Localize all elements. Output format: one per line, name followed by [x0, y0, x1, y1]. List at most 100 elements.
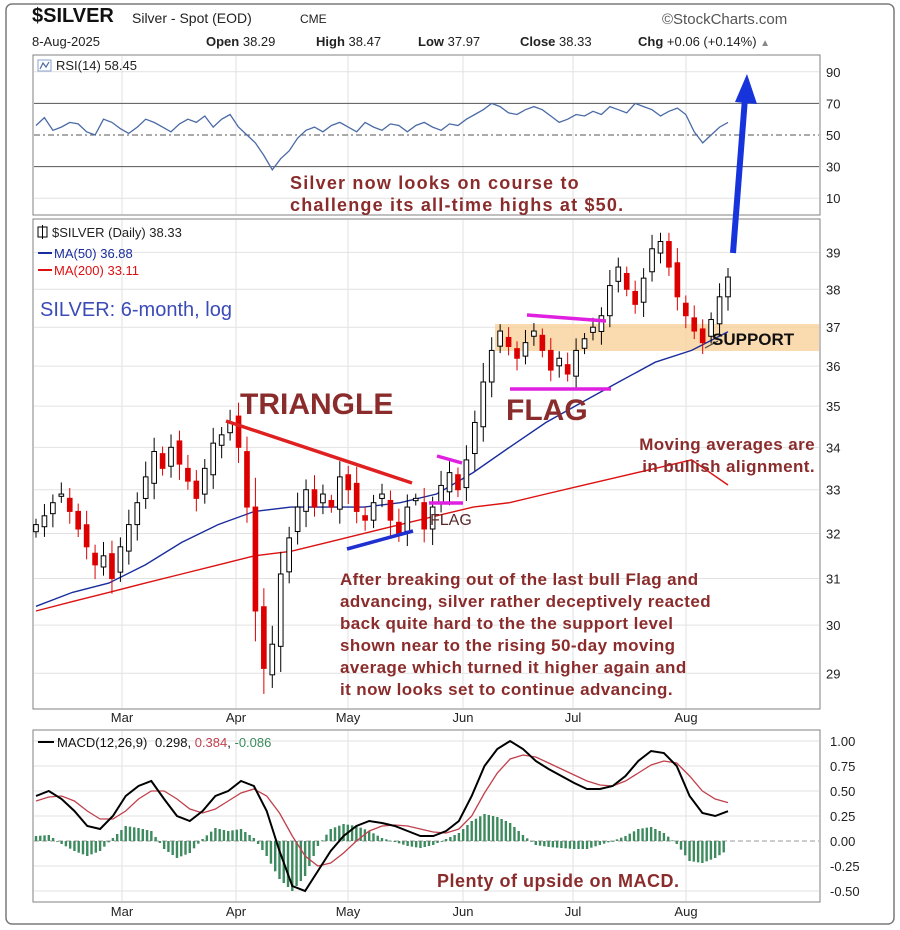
- histogram-bar: [320, 840, 324, 842]
- signal-legend-value: 0.384: [195, 735, 228, 750]
- histogram-bar: [440, 841, 444, 842]
- histogram-bar: [380, 838, 384, 841]
- histogram-bar: [342, 824, 345, 841]
- histogram-bar: [397, 841, 401, 844]
- histogram-bar: [504, 821, 508, 841]
- histogram-bar: [461, 829, 465, 841]
- histogram-bar: [414, 841, 418, 848]
- candle: [615, 266, 622, 282]
- histogram-bar: [286, 841, 290, 887]
- month-label: Apr: [226, 904, 247, 919]
- histogram-bar: [107, 841, 110, 843]
- histogram-bar: [256, 841, 260, 844]
- histogram-bar: [526, 838, 529, 841]
- histogram-bar: [555, 841, 559, 848]
- macd-line: [35, 739, 729, 893]
- histogram-bar: [521, 835, 525, 841]
- histogram-bar: [402, 841, 405, 845]
- candle: [50, 502, 56, 515]
- histogram-bar: [115, 834, 119, 841]
- quote-change: Chg +0.06 (+0.14%) ▲: [638, 34, 770, 49]
- histogram-bar: [214, 828, 217, 841]
- histogram-bar: [491, 816, 495, 841]
- candle: [573, 349, 579, 377]
- candle: [497, 330, 503, 347]
- histogram-bar: [432, 841, 435, 845]
- candle: [193, 480, 200, 499]
- histogram-bar: [406, 841, 409, 846]
- candle: [336, 476, 343, 510]
- histogram-bar: [235, 829, 238, 841]
- histogram-bar: [590, 841, 593, 848]
- histogram-bar: [252, 838, 256, 841]
- candle: [412, 497, 419, 502]
- histogram-bar: [227, 831, 230, 841]
- histogram-bar: [261, 841, 264, 850]
- macd-annotation: Plenty of upside on MACD.: [437, 871, 680, 891]
- histogram-bar: [231, 830, 234, 841]
- histogram-bar: [291, 841, 294, 891]
- candle: [446, 472, 453, 493]
- histogram-bar: [594, 841, 597, 847]
- open-label: Open: [206, 34, 240, 49]
- histogram-bar: [51, 838, 55, 841]
- candle: [455, 474, 461, 491]
- candle: [345, 474, 352, 491]
- candle: [252, 506, 259, 612]
- ma-annotation-line-2: in bullish alignment.: [642, 457, 815, 476]
- histogram-bar: [602, 841, 606, 844]
- candle: [109, 553, 115, 580]
- close-value: 38.33: [559, 34, 592, 49]
- histogram-bar: [645, 827, 649, 841]
- candle: [387, 499, 394, 521]
- histogram-bar: [534, 841, 537, 845]
- candle: [92, 552, 98, 566]
- histogram-bar: [684, 841, 687, 856]
- candle: [708, 319, 714, 337]
- histogram-bar: [158, 841, 162, 843]
- flag-label: FLAG: [506, 394, 588, 427]
- histogram-bar: [453, 835, 456, 841]
- histogram-bar: [68, 841, 72, 849]
- candle: [244, 451, 250, 508]
- histogram-bar: [278, 841, 281, 879]
- rsi-tick-label: 70: [826, 96, 840, 111]
- histogram-bar: [359, 827, 362, 841]
- main-annotation-line-4: shown near to the rising 50-day moving: [340, 636, 675, 655]
- main-annotation-line-5: average which turned it higher again and: [340, 658, 687, 677]
- histogram-bar: [244, 832, 247, 841]
- month-label: Aug: [674, 904, 697, 919]
- macd-tick-label: 0.00: [830, 834, 855, 849]
- histogram-bar: [410, 841, 414, 847]
- candle: [210, 442, 217, 476]
- triangle-label: TRIANGLE: [240, 388, 393, 421]
- histogram-bar: [483, 814, 486, 841]
- candle: [421, 502, 428, 530]
- month-label: Jul: [565, 710, 582, 725]
- candle: [725, 276, 731, 298]
- histogram-bar: [47, 835, 51, 841]
- candle: [522, 342, 529, 357]
- rsi-tick-label: 50: [826, 128, 840, 143]
- candle: [396, 521, 402, 534]
- support-pointer: [704, 340, 719, 349]
- price-tick-label: 38: [826, 282, 840, 297]
- chart-frame: [5, 3, 895, 925]
- histogram-bar: [128, 826, 132, 841]
- histogram-bar: [632, 831, 636, 841]
- histogram-bar: [564, 841, 567, 849]
- histogram-bar: [444, 839, 448, 841]
- histogram-bar: [517, 831, 520, 841]
- rsi-legend: RSI(14) 58.45: [56, 58, 137, 73]
- histogram-bar: [474, 818, 478, 841]
- histogram-legend-value: -0.086: [235, 735, 272, 750]
- candle: [117, 546, 124, 573]
- candle: [379, 493, 385, 499]
- macd-tick-label: -0.50: [830, 884, 860, 899]
- low-value: 37.97: [447, 34, 481, 49]
- candle: [201, 467, 208, 495]
- chart-instrument-name: Silver - Spot (EOD): [132, 10, 252, 26]
- main-annotation-line-3: back quite hard to the the support level: [340, 614, 673, 633]
- small-flag-upper-line: [436, 454, 463, 465]
